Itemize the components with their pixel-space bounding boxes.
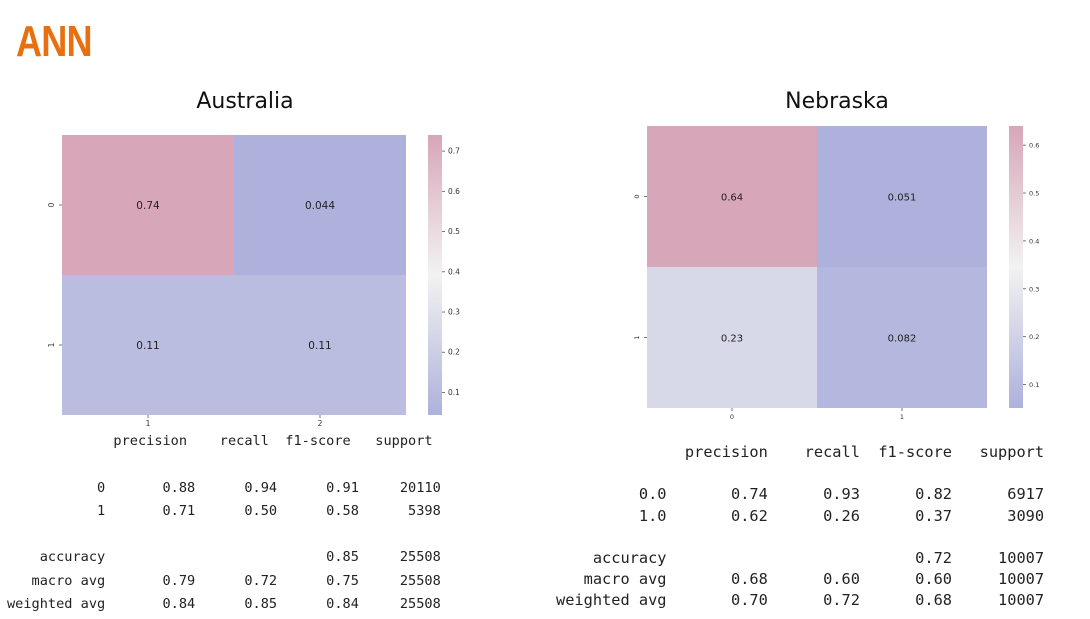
x-tick-label: 0: [730, 413, 734, 421]
colorbar-tick-label: 0.1: [448, 388, 460, 397]
cell-value-label: 0.051: [888, 193, 917, 204]
y-tick-label: 1: [47, 342, 56, 347]
chart-title-nebraska: Nebraska: [785, 89, 889, 114]
y-tick-label: 0: [47, 202, 56, 207]
x-tick-label: 1: [900, 413, 904, 421]
colorbar-tick-label: 0.6: [1029, 142, 1039, 150]
heatmap-cell: [234, 135, 406, 275]
colorbar-tick-label: 0.5: [1029, 190, 1039, 198]
cell-value-label: 0.23: [721, 334, 743, 345]
cell-value-label: 0.74: [136, 200, 160, 212]
classification-report-australia: precision recall f1-score support 0 0.88…: [7, 433, 441, 613]
cell-value-label: 0.64: [721, 193, 743, 204]
heatmap-cell: [234, 275, 406, 415]
colorbar-tick-label: 0.2: [1029, 333, 1039, 341]
classification-report-nebraska: precision recall f1-score support 0.0 0.…: [556, 443, 1045, 610]
colorbar-tick-label: 0.3: [1029, 285, 1039, 293]
chart-title-australia: Australia: [196, 89, 294, 114]
colorbar-tick-label: 0.5: [448, 227, 460, 236]
heatmap-cell: [62, 135, 234, 275]
colorbar-nebraska: [1009, 126, 1023, 408]
cell-value-label: 0.11: [136, 340, 159, 352]
cell-value-label: 0.082: [888, 334, 917, 345]
heatmap-cell: [817, 267, 987, 408]
heatmap-cell: [647, 267, 817, 408]
y-tick-label: 0: [633, 194, 641, 198]
cell-value-label: 0.11: [308, 340, 331, 352]
colorbar-tick-label: 0.1: [1029, 381, 1039, 389]
cell-value-label: 0.044: [305, 200, 335, 212]
colorbar-tick-label: 0.7: [448, 147, 460, 156]
colorbar-tick-label: 0.6: [448, 187, 460, 196]
colorbar-tick-label: 0.4: [448, 267, 460, 276]
colorbar-tick-label: 0.4: [1029, 237, 1039, 245]
y-tick-label: 1: [633, 335, 641, 339]
heatmap-cell: [62, 275, 234, 415]
colorbar-tick-label: 0.3: [448, 308, 460, 317]
x-tick-label: 1: [146, 419, 151, 428]
slide-title: ANN: [16, 17, 93, 66]
x-tick-label: 2: [318, 419, 323, 428]
colorbar-tick-label: 0.2: [448, 348, 460, 357]
heatmap-cell: [817, 126, 987, 267]
heatmap-cell: [647, 126, 817, 267]
colorbar-australia: [428, 135, 442, 415]
